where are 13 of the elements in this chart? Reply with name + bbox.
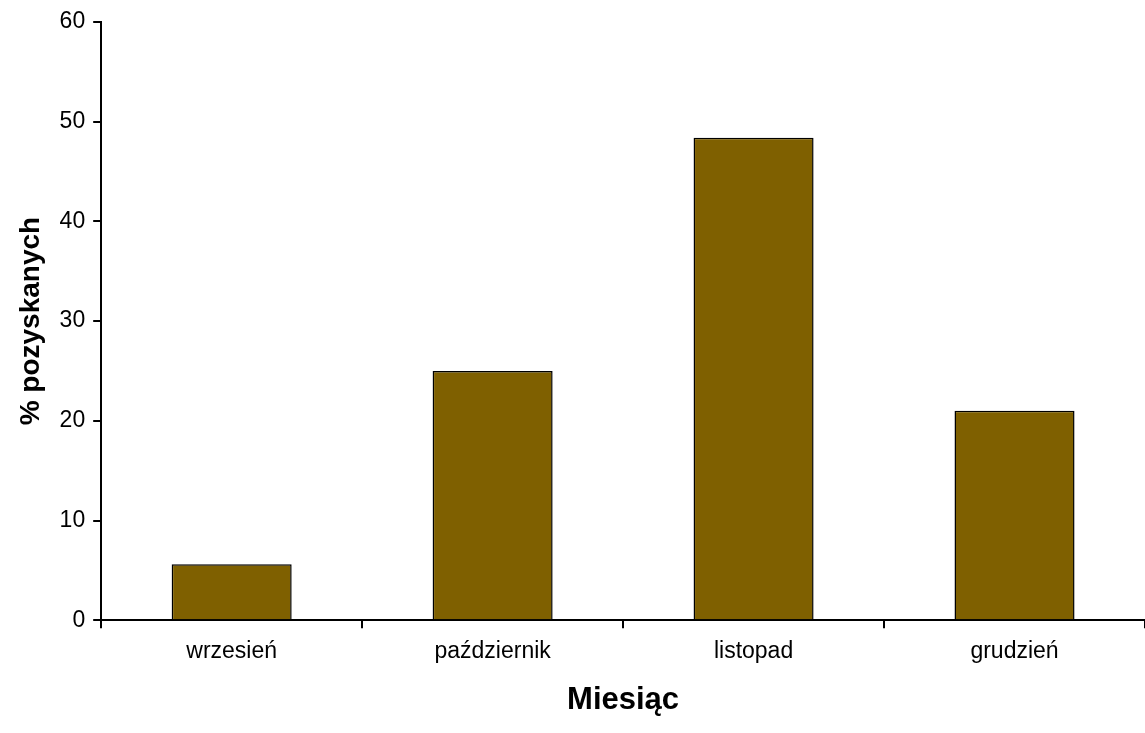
x-tick-label: listopad: [713, 637, 794, 664]
y-tick-label: 60: [59, 7, 86, 34]
y-tick-label: 40: [59, 206, 86, 233]
x-tick-label: wrzesień: [185, 637, 278, 664]
x-tick-label: grudzień: [970, 637, 1059, 664]
x-axis-title: Miesiąc: [567, 680, 680, 716]
y-tick-label: 10: [59, 505, 86, 532]
y-axis-title: % pozyskanych: [13, 216, 45, 426]
y-tick-label: 20: [59, 406, 86, 433]
y-tick-label: 50: [59, 107, 86, 134]
y-tick-label: 30: [59, 306, 86, 333]
x-tick-label: październik: [434, 637, 552, 664]
y-tick-label: 0: [72, 605, 86, 632]
